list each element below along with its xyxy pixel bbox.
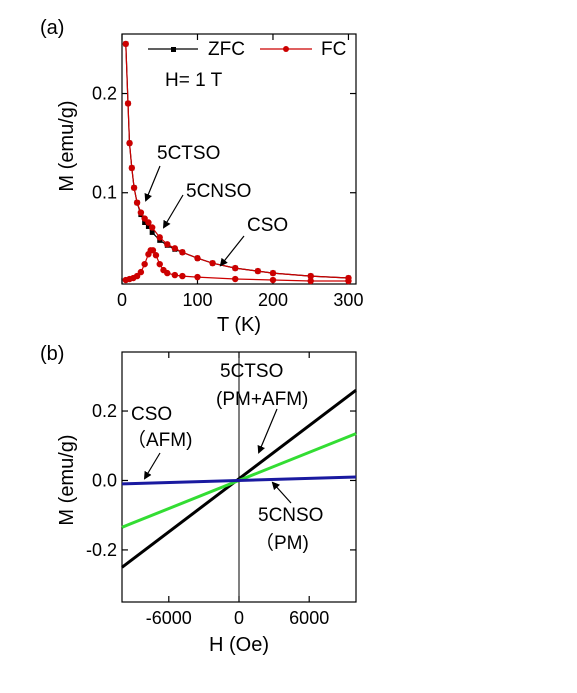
legend-marker-zfc bbox=[171, 47, 176, 52]
panel-a-x-tick-label: 200 bbox=[258, 290, 288, 310]
panel-a-y-tick-label: 0.1 bbox=[92, 183, 117, 203]
panel-a-point-cso bbox=[141, 260, 148, 268]
panel-a-point-fc bbox=[307, 272, 314, 280]
panel-a-point-cso bbox=[345, 277, 352, 285]
panel-a-point-fc bbox=[254, 267, 262, 275]
panel-a-annotation-arrow bbox=[144, 165, 161, 202]
panel-a: (a) 0.1 0.2 0 100 200 300 T (K) M (emu/g… bbox=[40, 17, 363, 336]
panel-a-point-cso bbox=[194, 273, 201, 281]
panel-a-point-fc bbox=[164, 241, 171, 248]
panel-a-point-cso bbox=[137, 268, 145, 276]
panel-a-point-fc bbox=[126, 139, 133, 147]
panel-a-point-fc bbox=[156, 234, 163, 241]
panel-b-label: (b) bbox=[40, 343, 64, 365]
panel-a-point-cso bbox=[171, 271, 179, 279]
panel-b-annotation-label: （AFM) bbox=[127, 429, 192, 451]
panel-a-annotation-label: 5CNSO bbox=[186, 181, 251, 202]
panel-a-point-fc bbox=[141, 215, 148, 222]
panel-b-data bbox=[121, 389, 357, 569]
panel-a-x-tick-label: 100 bbox=[182, 290, 212, 310]
panel-b: (b) -0.2 0.0 0.2 -6000 0 6000 H (Oe) M (… bbox=[40, 343, 357, 656]
panel-a-point-fc bbox=[232, 264, 239, 272]
panel-a-point-fc bbox=[171, 245, 179, 252]
legend-label-zfc: ZFC bbox=[208, 39, 245, 60]
panel-a-field-label: H= 1 T bbox=[165, 70, 223, 91]
panel-a-annotation-arrow bbox=[219, 235, 245, 267]
panel-a-y-tick-labels: 0.1 0.2 bbox=[92, 84, 117, 203]
panel-a-point-cso bbox=[133, 272, 141, 280]
panel-a-point-fc bbox=[148, 224, 156, 231]
panel-a-point-zfc bbox=[145, 223, 151, 229]
panel-a-point-fc bbox=[130, 184, 138, 191]
panel-a-frame bbox=[121, 33, 357, 285]
panel-b-y-tick-label: 0.0 bbox=[92, 470, 117, 490]
panel-a-point-fc bbox=[124, 100, 132, 107]
panel-b-ticks bbox=[122, 352, 356, 602]
panel-b-annotation-label: （PM) bbox=[255, 532, 309, 554]
panel-b-annotation-arrow bbox=[257, 408, 278, 454]
panel-b-annotation-arrow bbox=[143, 452, 161, 480]
legend-label-fc: FC bbox=[321, 39, 346, 60]
panel-a-point-zfc bbox=[149, 229, 155, 235]
panel-a-point-cso bbox=[269, 276, 277, 284]
panel-a-y-tick-label: 0.2 bbox=[92, 84, 117, 104]
panel-a-point-fc bbox=[194, 255, 201, 262]
panel-a-annotation-arrow bbox=[162, 194, 184, 229]
panel-b-annotation-arrow bbox=[271, 481, 292, 504]
panel-b-x-tick-label: 6000 bbox=[289, 608, 329, 628]
panel-b-x-axis-label: H (Oe) bbox=[209, 634, 269, 656]
panel-a-y-axis-label: M (emu/g) bbox=[56, 100, 78, 191]
panel-a-x-tick-labels: 0 100 200 300 bbox=[117, 290, 363, 310]
panel-a-point-fc bbox=[145, 219, 152, 226]
panel-a-annotation-label: CSO bbox=[247, 215, 288, 236]
panel-a-point-cso bbox=[156, 260, 163, 268]
panel-b-x-tick-labels: -6000 0 6000 bbox=[146, 608, 329, 628]
panel-a-point-cso bbox=[232, 275, 239, 283]
panel-a-point-fc bbox=[122, 40, 129, 48]
panel-b-annotation-label: CSO bbox=[131, 404, 172, 425]
panel-a-point-fc bbox=[269, 269, 277, 277]
panel-b-annotation-label: 5CTSO bbox=[220, 361, 283, 382]
panel-a-point-fc bbox=[209, 259, 216, 267]
panel-a-data bbox=[122, 40, 352, 285]
panel-a-point-fc bbox=[128, 164, 136, 172]
panel-b-series-line-5ctso bbox=[121, 389, 357, 569]
panel-a-x-axis-label: T (K) bbox=[217, 314, 261, 336]
panel-b-y-tick-labels: -0.2 0.0 0.2 bbox=[86, 401, 117, 560]
panel-a-point-cso bbox=[164, 269, 171, 277]
panel-b-annotation-label: 5CNSO bbox=[258, 505, 323, 526]
panel-a-point-fc bbox=[137, 209, 145, 216]
panel-b-annotation-label: (PM+AFM) bbox=[216, 389, 308, 410]
panel-a-point-cso bbox=[152, 252, 160, 259]
panel-a-x-tick-label: 0 bbox=[117, 290, 127, 310]
panel-b-x-tick-label: -6000 bbox=[146, 608, 192, 628]
panel-a-label: (a) bbox=[40, 17, 64, 39]
panel-a-annotation-label: 5CTSO bbox=[157, 143, 220, 164]
panel-b-series-line-cso bbox=[121, 475, 357, 486]
panel-b-x-tick-label: 0 bbox=[234, 608, 244, 628]
panel-b-y-tick-label: 0.2 bbox=[92, 401, 117, 421]
panel-b-y-tick-label: -0.2 bbox=[86, 540, 117, 560]
legend-marker-fc bbox=[283, 46, 289, 52]
panel-a-point-cso bbox=[149, 247, 157, 254]
panel-a-point-fc bbox=[179, 249, 186, 256]
panel-a-point-zfc bbox=[142, 219, 148, 225]
panel-a-legend: ZFC FC bbox=[148, 39, 346, 60]
panel-b-y-axis-label: M (emu/g) bbox=[56, 434, 78, 525]
panel-a-point-fc bbox=[133, 199, 141, 206]
panel-a-point-cso bbox=[179, 272, 186, 280]
panel-a-point-cso bbox=[307, 277, 314, 285]
panel-a-x-tick-label: 300 bbox=[333, 290, 363, 310]
